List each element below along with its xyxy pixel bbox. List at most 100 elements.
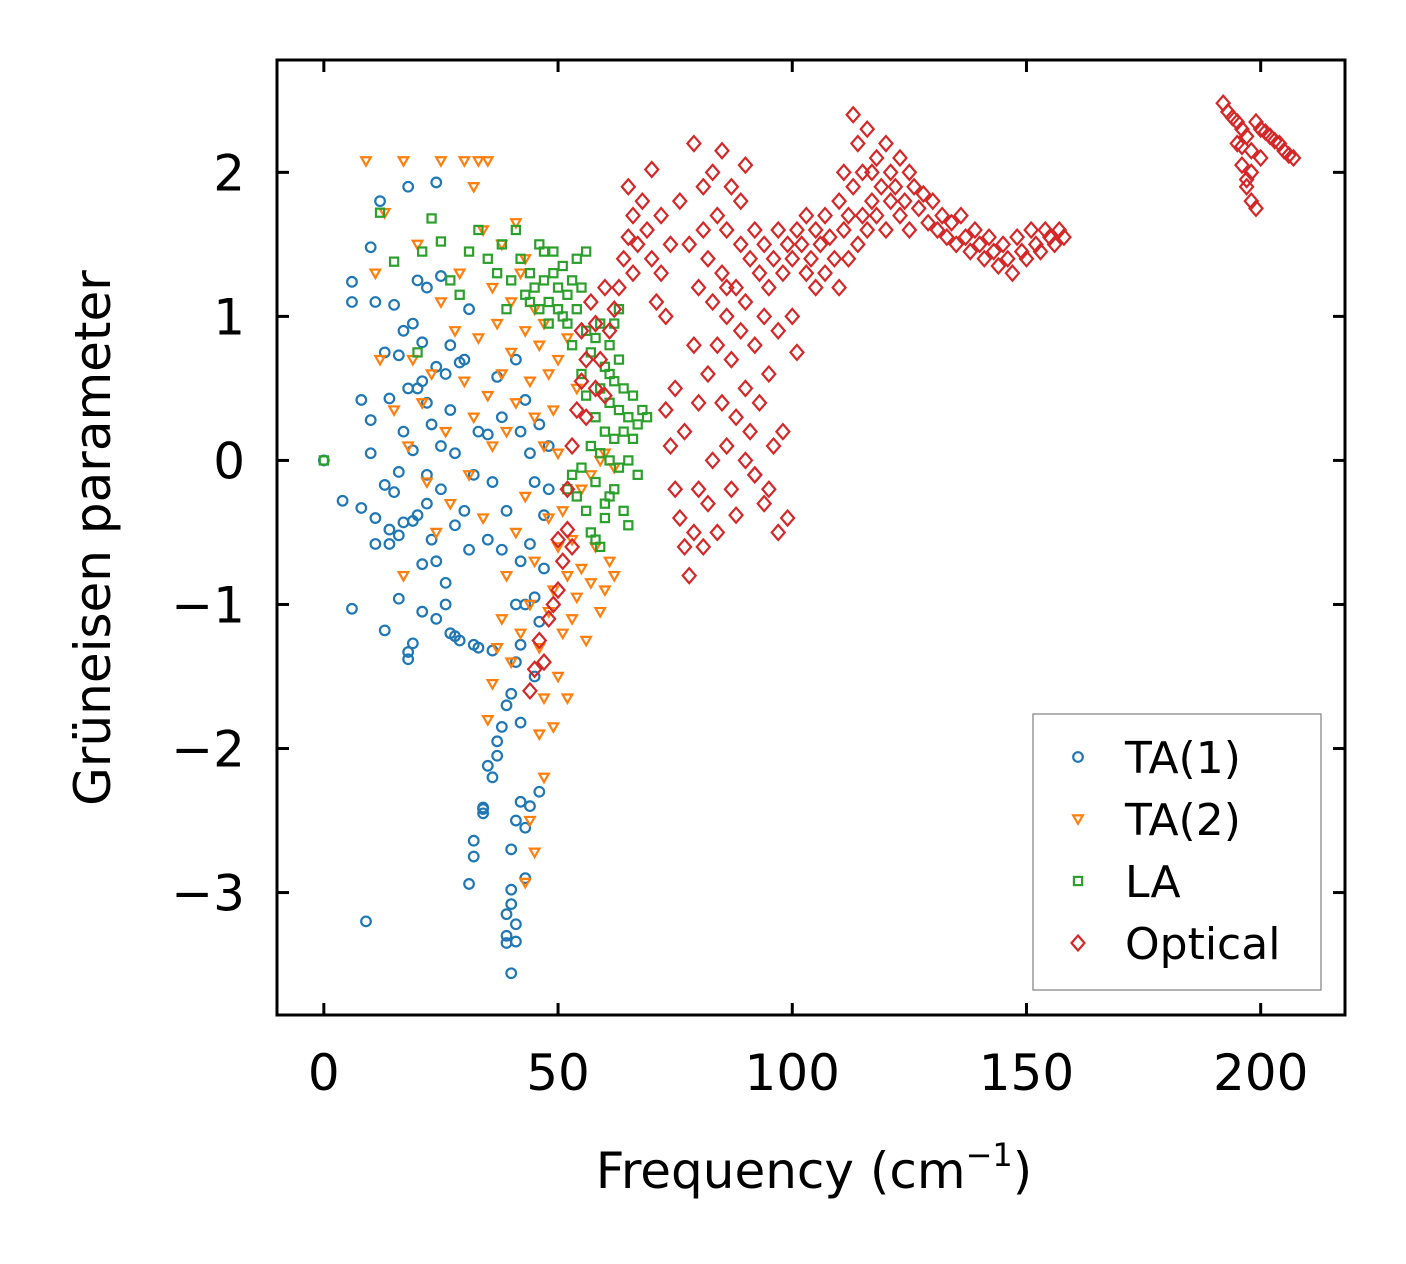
- data-point-la: [632, 419, 643, 430]
- data-point-ta-1: [364, 447, 377, 460]
- data-point-optical: [877, 134, 894, 153]
- y-tick-label: 1: [213, 288, 245, 346]
- data-point-optical: [817, 264, 834, 283]
- data-point-la: [627, 433, 639, 445]
- data-point-optical: [695, 177, 712, 196]
- y-tick-label: −2: [171, 721, 245, 779]
- data-point-ta-2: [359, 156, 373, 168]
- data-point-la: [618, 505, 629, 517]
- data-point-ta-2: [476, 513, 490, 526]
- data-point-optical: [596, 278, 613, 297]
- data-point-ta-2: [462, 470, 476, 482]
- data-point-ta-1: [360, 915, 372, 928]
- data-point-optical: [1037, 220, 1054, 240]
- data-point-optical: [728, 506, 745, 525]
- data-point-optical: [582, 292, 599, 312]
- data-point-optical: [798, 264, 815, 283]
- data-point-optical: [863, 163, 880, 182]
- data-point-optical: [676, 537, 693, 557]
- data-point-optical: [526, 660, 543, 679]
- data-point-optical: [892, 206, 908, 225]
- legend-items: TA(1) TA(2) LA Optical: [1070, 733, 1280, 970]
- data-point-ta-1: [416, 375, 429, 388]
- data-point-ta-2: [438, 426, 453, 439]
- data-point-la: [566, 275, 578, 286]
- data-point-optical: [653, 206, 670, 225]
- data-point-ta-1: [453, 634, 466, 647]
- data-point-ta-2: [509, 398, 523, 410]
- data-point-ta-2: [513, 268, 528, 281]
- data-point-ta-1: [519, 394, 532, 406]
- x-axis-title: Frequency (cm−1): [596, 1136, 1033, 1200]
- data-point-ta-2: [593, 606, 607, 619]
- data-point-optical: [714, 393, 730, 412]
- data-point-ta-1: [411, 509, 424, 522]
- data-point-la: [374, 207, 386, 218]
- data-point-optical: [662, 436, 679, 456]
- data-point-ta-2: [410, 239, 425, 252]
- data-point-la: [576, 462, 587, 473]
- data-point-ta-1: [509, 918, 522, 931]
- data-point-la: [604, 340, 615, 351]
- data-point-la: [590, 476, 601, 488]
- data-point-ta-1: [491, 749, 504, 762]
- data-point-optical: [639, 220, 656, 240]
- data-point-optical: [1004, 264, 1021, 283]
- data-point-ta-2: [485, 282, 500, 295]
- data-point-ta-1: [500, 504, 513, 517]
- data-point-optical: [737, 451, 754, 470]
- data-point-ta-1: [355, 502, 368, 514]
- data-point-optical: [667, 480, 684, 499]
- data-point-optical: [718, 220, 735, 240]
- data-point-ta-2: [387, 405, 401, 418]
- data-point-ta-2: [532, 340, 547, 353]
- data-point-optical: [732, 235, 749, 254]
- data-point-optical: [896, 192, 913, 211]
- data-point-optical: [1285, 148, 1302, 168]
- data-point-ta-1: [449, 519, 461, 532]
- data-point-optical: [868, 148, 885, 168]
- data-point-ta-1: [519, 598, 532, 611]
- data-point-ta-2: [537, 693, 551, 706]
- data-point-ta-1: [435, 270, 447, 282]
- data-point-ta-1: [477, 801, 490, 814]
- data-point-la: [473, 224, 484, 236]
- data-point-la: [463, 246, 475, 257]
- data-point-la: [623, 520, 634, 531]
- data-point-ta-1: [463, 303, 475, 316]
- data-point-ta-1: [364, 414, 377, 427]
- data-point-ta-1: [495, 411, 508, 424]
- data-point-ta-2: [541, 513, 556, 526]
- data-point-optical: [751, 393, 768, 412]
- data-point-la: [641, 412, 653, 423]
- data-point-ta-1: [472, 425, 485, 438]
- data-point-optical: [681, 566, 698, 585]
- x-axis-title-close: ): [1013, 1142, 1033, 1200]
- data-point-optical: [587, 379, 604, 398]
- data-point-optical: [849, 134, 866, 153]
- data-point-ta-2: [495, 614, 509, 626]
- data-point-optical: [1266, 131, 1283, 150]
- data-points-layer: [317, 94, 1302, 980]
- data-point-optical: [699, 364, 716, 384]
- legend-label-optical: Optical: [1125, 919, 1280, 970]
- series-la: [318, 207, 653, 553]
- data-point-optical: [704, 163, 721, 182]
- data-point-ta-1: [458, 353, 471, 366]
- data-point-optical: [671, 508, 688, 528]
- data-point-optical: [1248, 112, 1264, 132]
- data-point-optical: [1051, 220, 1068, 240]
- data-point-ta-1: [463, 543, 475, 556]
- data-point-ta-1: [463, 878, 475, 890]
- data-point-la: [566, 340, 578, 351]
- data-point-la: [595, 541, 606, 553]
- data-point-la: [524, 296, 536, 308]
- data-point-la: [562, 484, 573, 495]
- data-point-ta-2: [504, 657, 518, 670]
- data-point-ta-1: [374, 195, 386, 208]
- data-point-la: [613, 462, 625, 473]
- data-point-la: [580, 390, 592, 401]
- data-point-optical: [985, 242, 1002, 261]
- data-point-ta-1: [439, 368, 452, 380]
- data-point-optical: [1013, 242, 1030, 261]
